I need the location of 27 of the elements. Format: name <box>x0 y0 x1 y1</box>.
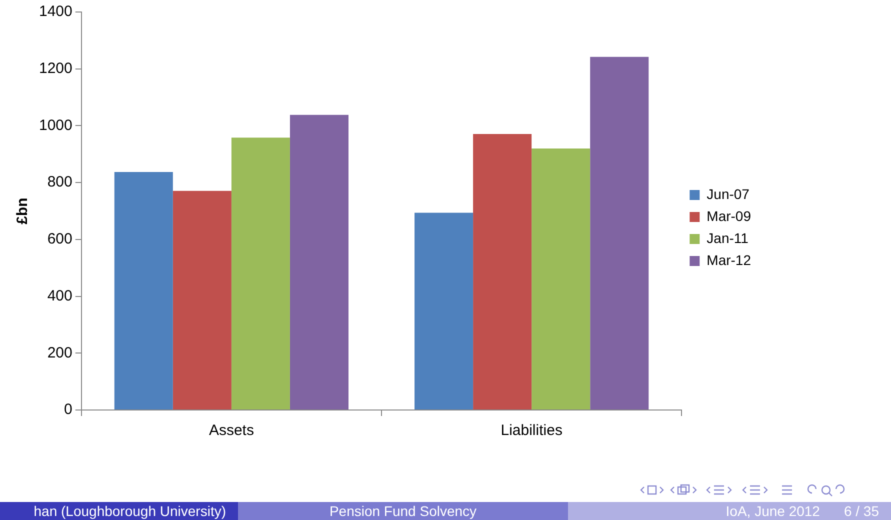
bar <box>473 134 532 410</box>
text: Pension Fund Solvency <box>329 503 477 519</box>
y-tick-label: 1200 <box>38 60 72 77</box>
y-tick-label: 600 <box>47 230 72 248</box>
y-tick-label: 1400 <box>38 3 72 20</box>
y-tick-label: 1000 <box>38 116 72 134</box>
text: han (Loughborough University) <box>34 503 226 519</box>
x-tick-label: Liabilities <box>500 422 562 440</box>
bar <box>532 148 590 410</box>
bar <box>114 172 173 410</box>
legend-label: Jun-07 <box>706 186 750 202</box>
text: 6 / 35 <box>844 503 879 519</box>
y-tick-label: 400 <box>47 287 72 304</box>
bar <box>590 56 649 410</box>
y-tick-label: 200 <box>47 344 72 362</box>
bar <box>231 138 290 410</box>
legend-label: Mar-12 <box>706 252 752 268</box>
text: IoA, June 2012 <box>726 503 820 519</box>
legend-label: Mar-09 <box>706 208 752 224</box>
bar <box>290 114 348 410</box>
legend-label: Jan-11 <box>706 230 749 246</box>
bar <box>414 212 474 410</box>
y-axis-title: £bn <box>14 198 32 224</box>
y-tick-label: 800 <box>47 174 72 191</box>
y-tick-label: 0 <box>64 401 72 418</box>
bar <box>172 190 232 410</box>
x-tick-label: Assets <box>208 422 254 440</box>
